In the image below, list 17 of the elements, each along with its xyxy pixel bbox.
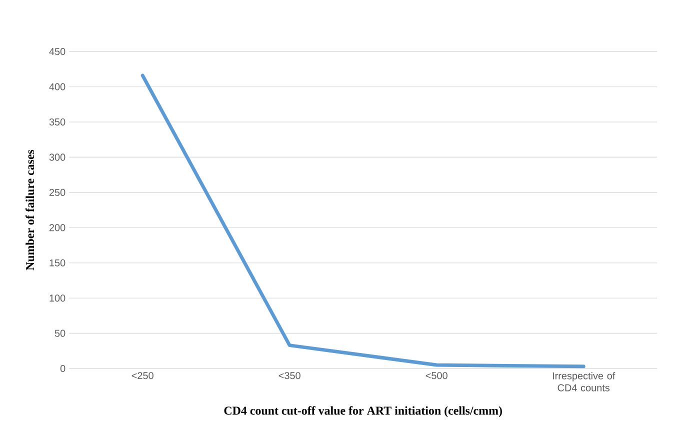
y-tick-label: 100 xyxy=(50,294,66,302)
x-tick-label: <250 xyxy=(132,372,154,380)
y-tick-label: 150 xyxy=(50,259,66,266)
x-tick-label: <500 xyxy=(426,372,448,380)
y-tick-label: 350 xyxy=(49,118,66,126)
x-tick-label: <350 xyxy=(278,372,300,380)
x-tick-label: Irrespective of CD4 counts xyxy=(552,372,616,392)
line-series xyxy=(140,74,586,368)
x-axis-title: CD4 count cut-off value for ART initiation (cells/cmm) xyxy=(224,406,502,418)
y-tick-label: 450 xyxy=(49,48,66,56)
y-tick-label: 400 xyxy=(49,83,66,90)
y-tick-label: 0 xyxy=(60,365,66,372)
y-tick-label: 200 xyxy=(49,224,66,232)
y-tick-label: 300 xyxy=(49,154,66,161)
y-tick-label: 50 xyxy=(54,330,66,337)
y-axis-title: Number of failure cases xyxy=(26,150,34,270)
y-tick-label: 250 xyxy=(49,188,66,196)
